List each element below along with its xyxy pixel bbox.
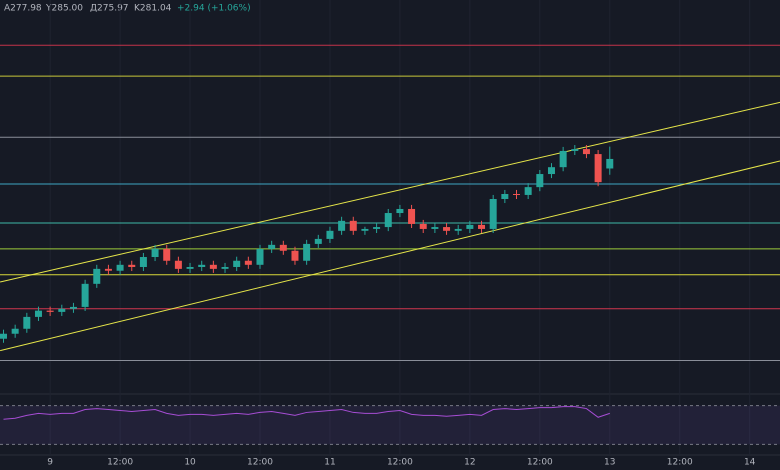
candle-body [594,154,602,183]
candle-body [361,228,369,231]
rsi-band [0,405,780,445]
x-tick-label: 11 [324,458,335,468]
candle-body [536,174,544,188]
x-tick-label: 14 [744,458,756,468]
candle-body [186,266,194,269]
ohlc-value: A277.98 [4,4,42,14]
candle-body [221,266,229,269]
candle-body [81,283,89,307]
candle-body [559,150,567,168]
candle-body [501,194,509,199]
candle-body [373,227,381,229]
candle-body [478,224,486,229]
trend-line [0,101,780,283]
candle-body [93,268,101,284]
candle-body [582,149,590,155]
candle-body [256,248,264,265]
candle-body [396,208,404,214]
candle-body [489,198,497,229]
candle-body [116,264,124,271]
x-tick-label: 12 [464,458,475,468]
candle-body [23,316,31,329]
candle-body [128,264,136,267]
candle-body [58,308,66,312]
candle-body [244,260,252,265]
candle-body [513,194,520,196]
candle-body [233,260,241,267]
candle-body [419,223,427,229]
x-tick-label: 10 [184,458,196,468]
x-tick-label: 12:00 [107,458,133,468]
rsi-line [3,406,610,420]
candle-body [431,227,439,229]
candle-body [11,328,19,334]
x-tick-label: 12:00 [387,458,413,468]
candle-body [198,264,206,267]
candle-body [314,238,322,244]
candle-body [104,268,112,271]
trend-line [0,160,780,352]
x-tick-label: 12:00 [667,458,693,468]
candle-body [268,244,276,249]
candle-body [151,248,159,258]
candle-body [384,213,392,228]
candle-body [606,158,614,169]
ohlc-value: Y285.00 [45,4,83,14]
candle-body [163,248,171,261]
candle-body [326,230,334,239]
candle-body [338,220,346,231]
candle-body [46,310,54,312]
candle-body [349,220,357,231]
candle-body [303,243,311,261]
candle-body [443,227,451,231]
candle-body [0,333,7,339]
candle-body [291,250,299,261]
x-tick-label: 13 [604,458,615,468]
candle-body [139,257,147,267]
candle-body [524,187,532,195]
ohlc-value: K281.04 [134,4,172,14]
candle-body [408,208,416,224]
ohlc-value: +2.94 (+1.06%) [177,4,251,14]
candle-body [466,224,474,229]
candle-body [174,260,182,269]
x-tick-label: 9 [47,458,53,468]
candle-body [454,228,462,231]
candle-body [571,149,579,151]
ohlc-value: Д275.97 [90,4,129,14]
candle-body [279,244,287,251]
x-tick-label: 12:00 [247,458,273,468]
x-tick-label: 12:00 [527,458,553,468]
candle-body [69,306,77,309]
candle-body [34,310,42,317]
candle-body [209,264,217,269]
ohlc-legend: A277.98 Y285.00 Д275.97 K281.04 +2.94 (+1.06… [4,4,251,14]
candle-body [547,167,555,175]
